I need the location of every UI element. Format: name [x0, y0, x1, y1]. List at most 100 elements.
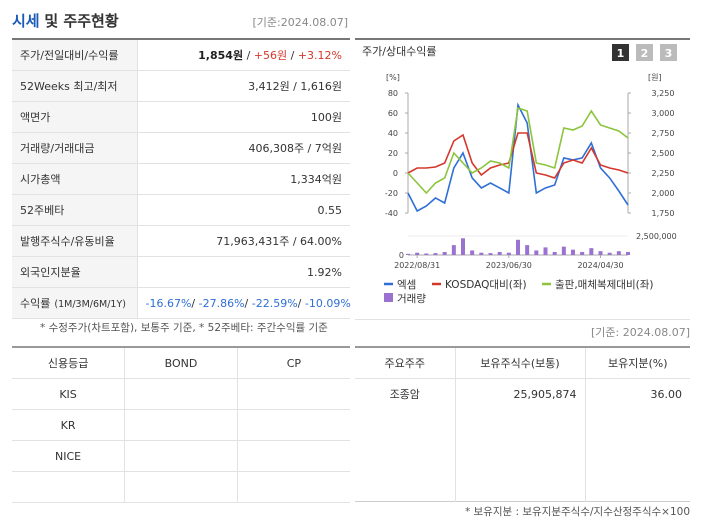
- quote-row: 52주베타 0.55: [12, 194, 350, 226]
- quote-value: /: [297, 296, 305, 310]
- quote-value: -27.86%: [198, 296, 245, 310]
- tab-button[interactable]: [636, 44, 653, 61]
- credit-table: 신용등급 BOND CP KIS KR NICE: [12, 346, 350, 503]
- quote-value: /: [243, 49, 254, 62]
- quote-value: /: [191, 296, 199, 310]
- quote-value-cell: 100원: [137, 101, 350, 133]
- y2-tick-label: 2,500: [652, 149, 675, 158]
- header-cell: 보유주식수(보통): [455, 346, 586, 379]
- agency: KR: [12, 409, 126, 441]
- y2-tick-label: 2,250: [652, 169, 675, 178]
- chart-title: 주가/상대수익률: [362, 45, 437, 58]
- y-tick-label: 20: [388, 149, 398, 158]
- holder-shares: 25,905,874: [455, 378, 586, 409]
- quote-value: /: [244, 296, 252, 310]
- y3-tick-label: 0: [399, 251, 404, 260]
- quote-value: 406,308주 / 7억원: [248, 142, 342, 155]
- quote-row: 발행주식수/유동비율 71,963,431주 / 64.00%: [12, 225, 350, 257]
- holders-table: 주요주주 보유주식수(보통) 보유지분(%) 조종암 25,905,874 36…: [355, 346, 690, 502]
- volume-bar: [442, 251, 447, 255]
- quote-row: 액면가 100원: [12, 101, 350, 133]
- quote-value: 1.92%: [307, 265, 342, 279]
- tab-label: 1: [617, 47, 625, 60]
- quote-value: +56원: [253, 49, 288, 62]
- volume-bar: [525, 245, 530, 255]
- volume-bar: [571, 249, 575, 255]
- tab-button[interactable]: [612, 44, 629, 61]
- header-cell: BOND: [124, 346, 238, 379]
- y-unit: [%]: [386, 73, 400, 82]
- header-cell: 주요주주: [355, 346, 456, 379]
- quote-value: 1,334억원: [290, 173, 342, 186]
- quote-value-cell: 0.55: [137, 194, 350, 226]
- quote-label-cell: 발행주식수/유동비율: [12, 225, 138, 257]
- quote-value-cell: 1.92%: [137, 256, 350, 288]
- y2-tick-label: 1,750: [652, 209, 675, 218]
- quote-label-cell: 액면가: [12, 101, 138, 133]
- tab-button[interactable]: [660, 44, 677, 61]
- quote-row: 주가/전일대비/수익률 1,854원 / +56원 / +3.12%: [12, 39, 350, 71]
- y-tick-label: 0: [393, 169, 398, 178]
- quote-value: -10.09%: [304, 296, 351, 310]
- quote-value: 100원: [310, 111, 342, 124]
- quote-label-cell: 52주베타: [12, 194, 138, 226]
- quote-label: 52주베타: [20, 204, 65, 217]
- quote-value-cell: 406,308주 / 7억원: [137, 132, 350, 164]
- header-cell: 신용등급: [12, 346, 126, 379]
- quote-label-cell: 주가/전일대비/수익률: [12, 39, 138, 71]
- quote-row: 시가총액 1,334억원: [12, 163, 350, 195]
- volume-bar: [406, 253, 410, 255]
- legend-swatch: [384, 293, 393, 302]
- volume-bar: [626, 251, 630, 255]
- series-line: [407, 106, 629, 195]
- volume-bar: [479, 252, 484, 255]
- quote-value: 3,412원 / 1,616원: [248, 80, 342, 93]
- volume-bar: [607, 252, 612, 255]
- holder-ratio: 36.00: [650, 387, 683, 401]
- quote-table: 주가/전일대비/수익률 1,854원 / +56원 / +3.12% 52Weeks…: [12, 38, 351, 319]
- tab-label: 3: [665, 47, 673, 60]
- volume-bar: [534, 250, 539, 255]
- quote-value: 1,854원: [198, 49, 244, 62]
- series-line: [407, 132, 629, 179]
- quote-value-cell: 3,412원 / 1,616원: [137, 70, 350, 102]
- quote-value: +3.12%: [297, 49, 342, 62]
- tab-label: 2: [641, 47, 649, 60]
- quote-value: 0.55: [317, 203, 343, 217]
- volume-bar: [616, 251, 621, 255]
- quote-note: * 수정주가(차트포함), 보통주 기준, * 52주베타: 주간수익률 기준: [40, 322, 328, 334]
- volume-bar: [598, 251, 603, 255]
- quote-label: 52Weeks 최고/최저: [20, 80, 118, 93]
- quote-value: /: [287, 49, 298, 62]
- quote-label: 액면가: [20, 111, 51, 124]
- quote-label: 시가총액: [20, 173, 61, 186]
- agency: NICE: [12, 440, 126, 472]
- quote-label-cell: 시가총액: [12, 163, 138, 195]
- quote-label: 수익률: [20, 297, 51, 310]
- x-tick-label: 2022/08/31: [394, 261, 440, 270]
- holders-date: [기준: 2024.08.07]: [590, 326, 690, 339]
- volume-bar: [488, 253, 493, 255]
- title-highlight: 시세: [12, 12, 40, 30]
- header-cell: 보유지분(%): [585, 346, 690, 379]
- date: [기준:2024.08.07]: [252, 16, 348, 29]
- y2-tick-label: 3,250: [652, 89, 675, 98]
- agency: KIS: [12, 378, 126, 410]
- volume-bar: [589, 248, 594, 255]
- quote-value-cell: 71,963,431주 / 64.00%: [137, 225, 350, 257]
- volume-bar: [470, 250, 475, 255]
- quote-value: -16.67%: [145, 296, 192, 310]
- volume-bar: [433, 253, 438, 255]
- section-title: 시세 및 주주현황: [12, 10, 119, 31]
- y2-unit: [원]: [648, 73, 662, 82]
- header-cell: CP: [237, 346, 350, 379]
- x-tick-label: 2024/04/30: [577, 261, 623, 270]
- quote-label: 거래량/거래대금: [20, 142, 95, 155]
- y2-tick-label: 2,750: [652, 129, 675, 138]
- y-tick-label: 40: [388, 129, 398, 138]
- holders-note: * 보유지분 : 보유지분주식수/지수산정주식수×100: [464, 506, 690, 518]
- quote-row: 거래량/거래대금 406,308주 / 7억원: [12, 132, 350, 164]
- volume-bar: [497, 251, 502, 255]
- volume-bar: [451, 245, 456, 255]
